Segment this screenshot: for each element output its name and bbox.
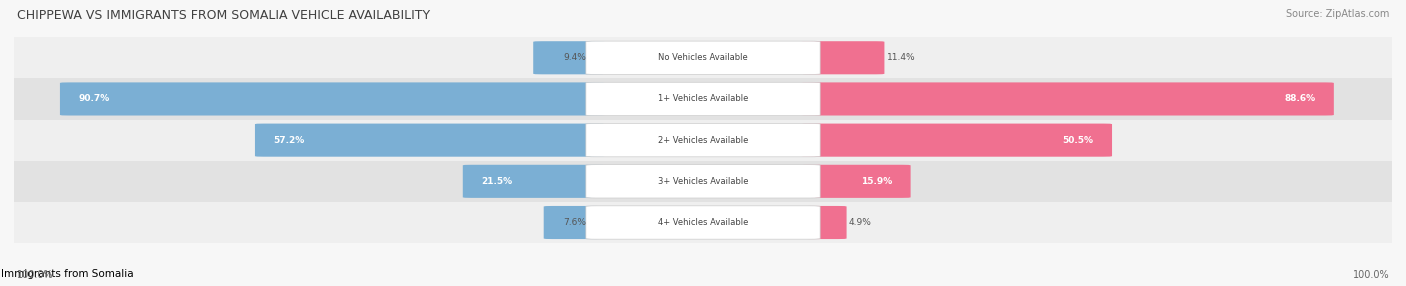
FancyBboxPatch shape: [586, 41, 820, 74]
Text: 3+ Vehicles Available: 3+ Vehicles Available: [658, 177, 748, 186]
FancyBboxPatch shape: [544, 206, 605, 239]
FancyBboxPatch shape: [801, 41, 884, 74]
FancyBboxPatch shape: [14, 120, 1392, 161]
Text: 21.5%: 21.5%: [481, 177, 513, 186]
FancyBboxPatch shape: [254, 124, 605, 157]
Text: Source: ZipAtlas.com: Source: ZipAtlas.com: [1285, 9, 1389, 19]
Legend: Chippewa, Immigrants from Somalia: Chippewa, Immigrants from Somalia: [0, 265, 138, 283]
FancyBboxPatch shape: [801, 165, 911, 198]
Text: CHIPPEWA VS IMMIGRANTS FROM SOMALIA VEHICLE AVAILABILITY: CHIPPEWA VS IMMIGRANTS FROM SOMALIA VEHI…: [17, 9, 430, 21]
FancyBboxPatch shape: [586, 82, 820, 116]
FancyBboxPatch shape: [14, 202, 1392, 243]
Text: 11.4%: 11.4%: [887, 53, 915, 62]
Text: 2+ Vehicles Available: 2+ Vehicles Available: [658, 136, 748, 145]
FancyBboxPatch shape: [14, 161, 1392, 202]
FancyBboxPatch shape: [586, 165, 820, 198]
Text: 4+ Vehicles Available: 4+ Vehicles Available: [658, 218, 748, 227]
FancyBboxPatch shape: [586, 124, 820, 157]
Text: 90.7%: 90.7%: [79, 94, 110, 104]
FancyBboxPatch shape: [14, 78, 1392, 120]
FancyBboxPatch shape: [801, 82, 1334, 116]
FancyBboxPatch shape: [463, 165, 605, 198]
FancyBboxPatch shape: [586, 206, 820, 239]
FancyBboxPatch shape: [14, 37, 1392, 78]
FancyBboxPatch shape: [801, 206, 846, 239]
Text: No Vehicles Available: No Vehicles Available: [658, 53, 748, 62]
Text: 7.6%: 7.6%: [562, 218, 586, 227]
Text: 100.0%: 100.0%: [1353, 270, 1389, 280]
FancyBboxPatch shape: [533, 41, 605, 74]
FancyBboxPatch shape: [60, 82, 605, 116]
Text: 15.9%: 15.9%: [860, 177, 891, 186]
Text: 1+ Vehicles Available: 1+ Vehicles Available: [658, 94, 748, 104]
Text: 100.0%: 100.0%: [17, 270, 53, 280]
Text: 88.6%: 88.6%: [1284, 94, 1315, 104]
Text: 57.2%: 57.2%: [274, 136, 305, 145]
Text: 9.4%: 9.4%: [562, 53, 586, 62]
Text: 4.9%: 4.9%: [849, 218, 872, 227]
FancyBboxPatch shape: [801, 124, 1112, 157]
Text: 50.5%: 50.5%: [1063, 136, 1094, 145]
